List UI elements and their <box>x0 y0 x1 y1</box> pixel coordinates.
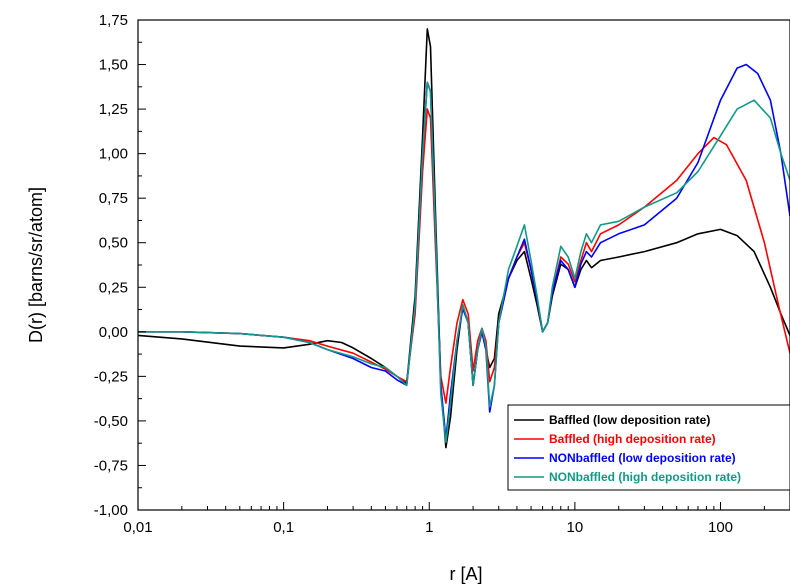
y-tick-label: 1,75 <box>99 12 128 29</box>
y-tick-label: 0,25 <box>99 279 128 296</box>
y-tick-label: 0,75 <box>99 190 128 207</box>
legend-label-3: NONbaffled (low deposition rate) <box>549 451 736 465</box>
y-tick-label: 0,50 <box>99 235 128 252</box>
series-line-4 <box>138 81 790 444</box>
y-tick-label: -0,25 <box>94 368 128 385</box>
x-axis-title: r [A] <box>449 564 482 584</box>
y-tick-label: 1,25 <box>99 101 128 118</box>
legend-label-2: Baffled (high deposition rate) <box>549 432 716 446</box>
legend-box <box>507 404 790 491</box>
legend: Baffled (low deposition rate) Baffled (hi… <box>507 404 790 491</box>
x-tick-label: 10 <box>567 519 584 536</box>
legend-label-1: Baffled (low deposition rate) <box>549 413 710 427</box>
y-tick-label: -1,00 <box>94 502 128 519</box>
x-tick-label: 100 <box>708 519 733 536</box>
ticks-layer: 1,75 1,50 1,25 1,00 0,75 0,50 0,25 0,00 -0,25 -0,… <box>94 12 765 536</box>
y-tick-label: -0,75 <box>94 457 128 474</box>
y-tick-label: 0,00 <box>99 324 128 341</box>
y-axis-title: D(r) [barns/sr/atom] <box>26 187 46 343</box>
x-tick-label: 0,01 <box>123 519 152 536</box>
legend-label-4: NONbaffled (high deposition rate) <box>549 470 741 484</box>
y-tick-label: 1,50 <box>99 57 128 74</box>
x-tick-label: 0,1 <box>273 519 294 536</box>
series-layer <box>137 28 790 449</box>
y-tick-label: 1,00 <box>99 146 128 163</box>
x-tick-label: 1 <box>425 519 433 536</box>
y-tick-label: -0,50 <box>94 413 128 430</box>
